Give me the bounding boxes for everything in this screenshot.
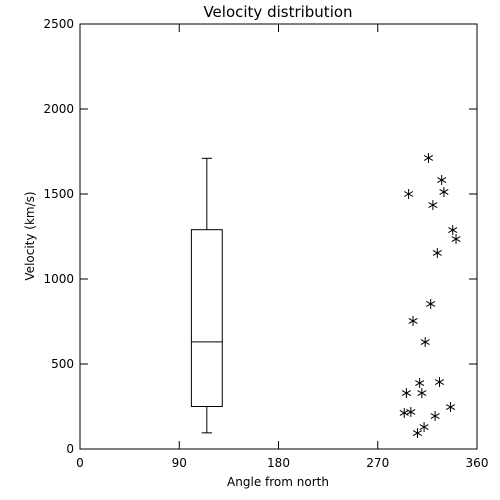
box bbox=[190, 229, 223, 407]
y-tick-label: 1500 bbox=[43, 187, 74, 201]
point bbox=[437, 175, 447, 186]
point bbox=[439, 186, 449, 197]
point bbox=[445, 402, 456, 413]
point bbox=[408, 315, 418, 326]
point bbox=[451, 234, 461, 245]
x-tick-label: 360 bbox=[466, 456, 489, 470]
point bbox=[430, 411, 440, 422]
point bbox=[428, 200, 438, 211]
chart-title: Velocity distribution bbox=[203, 3, 352, 21]
y-axis-label: Velocity (km/s) bbox=[23, 191, 37, 280]
point bbox=[434, 377, 445, 388]
point bbox=[406, 406, 416, 417]
x-tick-label: 90 bbox=[172, 456, 187, 470]
point bbox=[401, 388, 412, 399]
point bbox=[448, 225, 458, 236]
point bbox=[415, 378, 425, 389]
x-tick-label: 0 bbox=[76, 456, 84, 470]
x-tick-label: 270 bbox=[366, 456, 389, 470]
y-tick-label: 2500 bbox=[43, 17, 74, 31]
x-tick-label: 180 bbox=[267, 456, 290, 470]
y-tick-label: 1000 bbox=[43, 272, 74, 286]
x-axis-label: Angle from north bbox=[227, 475, 329, 489]
point bbox=[432, 247, 442, 258]
point bbox=[419, 422, 429, 433]
point bbox=[423, 152, 434, 163]
point bbox=[420, 337, 430, 348]
y-tick-label: 2000 bbox=[43, 102, 74, 116]
point bbox=[404, 189, 414, 199]
point bbox=[417, 388, 427, 399]
y-tick-label: 500 bbox=[51, 357, 74, 371]
point bbox=[412, 428, 423, 439]
plot-frame bbox=[79, 23, 478, 450]
point bbox=[426, 298, 436, 309]
y-tick-label: 0 bbox=[66, 442, 74, 456]
